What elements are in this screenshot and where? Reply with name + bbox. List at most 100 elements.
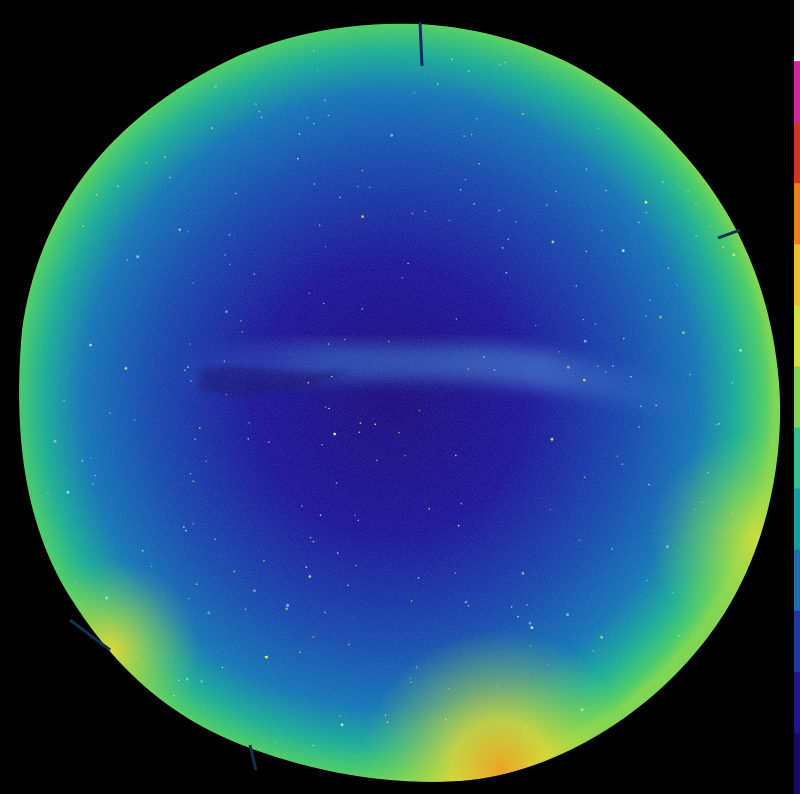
star: [638, 426, 640, 428]
star: [305, 566, 308, 568]
star: [451, 58, 453, 60]
star: [677, 634, 680, 637]
star: [534, 324, 537, 327]
star: [476, 118, 478, 120]
star: [109, 412, 111, 414]
star: [330, 375, 333, 378]
star: [645, 211, 647, 214]
star: [211, 127, 213, 129]
star: [247, 438, 249, 440]
star: [90, 457, 92, 459]
star: [344, 338, 346, 341]
star: [621, 463, 624, 466]
star: [117, 185, 120, 188]
star: [529, 645, 532, 647]
star: [268, 441, 270, 443]
star: [95, 193, 98, 196]
star: [248, 422, 250, 424]
star: [601, 229, 603, 232]
colorbar-segment: [794, 671, 800, 734]
star: [81, 460, 84, 462]
star: [687, 190, 689, 193]
star: [470, 133, 473, 136]
colorbar-segment: [794, 366, 800, 429]
star: [223, 360, 226, 363]
star: [549, 508, 551, 511]
star: [623, 337, 625, 340]
star: [286, 604, 289, 607]
star: [605, 189, 607, 192]
star: [575, 285, 577, 287]
star: [312, 540, 315, 543]
star: [445, 718, 447, 721]
star: [355, 564, 357, 567]
star: [185, 677, 189, 681]
star: [298, 133, 301, 135]
star: [398, 431, 400, 434]
star: [136, 255, 140, 259]
star: [732, 253, 736, 257]
star: [374, 423, 377, 426]
star: [192, 522, 195, 525]
star: [134, 419, 136, 422]
star: [285, 607, 289, 611]
star: [731, 512, 733, 514]
star: [448, 219, 451, 222]
star: [189, 343, 191, 345]
star: [524, 726, 527, 728]
star: [464, 178, 467, 181]
star: [526, 604, 528, 606]
star: [401, 277, 404, 279]
star: [324, 245, 327, 248]
star: [184, 369, 186, 372]
star: [207, 611, 211, 615]
star: [47, 492, 49, 494]
star: [328, 407, 330, 410]
star: [677, 549, 679, 552]
star: [659, 315, 662, 319]
star: [200, 680, 204, 683]
star: [327, 343, 330, 345]
star: [335, 482, 338, 484]
star: [550, 437, 554, 441]
star: [676, 284, 678, 286]
star: [585, 250, 588, 253]
star: [644, 200, 648, 204]
star: [460, 502, 463, 505]
star: [645, 315, 647, 317]
star: [464, 600, 468, 604]
star: [407, 262, 409, 265]
star: [596, 365, 599, 367]
star: [225, 393, 228, 396]
star: [188, 597, 190, 600]
star: [731, 382, 734, 384]
star: [649, 299, 651, 302]
star: [583, 476, 586, 479]
star: [551, 240, 555, 244]
star: [709, 225, 711, 228]
star: [324, 406, 327, 408]
colorbar-segment: [794, 61, 800, 124]
star: [592, 649, 595, 652]
star: [274, 741, 277, 743]
colorbar-segment: [794, 183, 800, 246]
star: [384, 714, 387, 716]
star: [318, 224, 321, 227]
star: [582, 378, 586, 382]
star: [597, 127, 600, 130]
colorbar-segment: [794, 0, 800, 63]
star: [418, 409, 421, 412]
star: [316, 69, 319, 72]
star: [546, 664, 549, 666]
star: [255, 103, 257, 105]
star: [183, 526, 185, 528]
star: [505, 271, 508, 274]
star: [66, 490, 70, 494]
star: [682, 331, 685, 335]
star: [498, 209, 501, 212]
star: [358, 431, 361, 434]
star: [528, 621, 532, 625]
star: [322, 302, 325, 305]
